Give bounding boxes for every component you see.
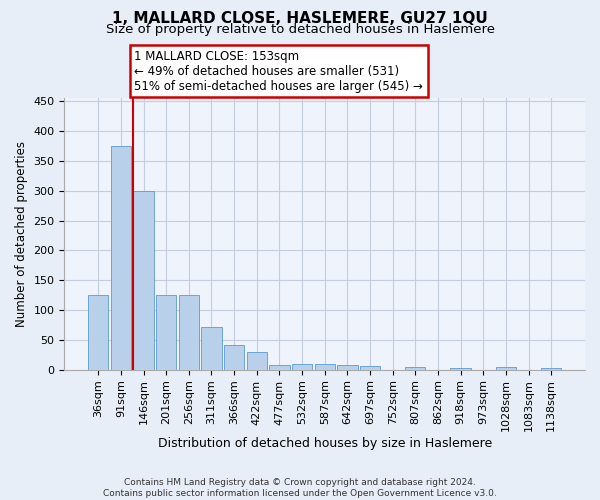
Text: 1, MALLARD CLOSE, HASLEMERE, GU27 1QU: 1, MALLARD CLOSE, HASLEMERE, GU27 1QU xyxy=(112,11,488,26)
Bar xyxy=(133,190,154,370)
Bar xyxy=(314,364,335,370)
Y-axis label: Number of detached properties: Number of detached properties xyxy=(15,141,28,327)
Bar xyxy=(247,352,267,370)
Bar xyxy=(224,344,244,370)
Bar xyxy=(337,365,358,370)
X-axis label: Distribution of detached houses by size in Haslemere: Distribution of detached houses by size … xyxy=(158,437,492,450)
Text: 1 MALLARD CLOSE: 153sqm
← 49% of detached houses are smaller (531)
51% of semi-d: 1 MALLARD CLOSE: 153sqm ← 49% of detache… xyxy=(134,50,424,93)
Bar xyxy=(292,364,312,370)
Bar xyxy=(111,146,131,370)
Bar xyxy=(541,368,562,370)
Bar xyxy=(360,366,380,370)
Bar xyxy=(451,368,471,370)
Bar xyxy=(156,295,176,370)
Text: Contains HM Land Registry data © Crown copyright and database right 2024.
Contai: Contains HM Land Registry data © Crown c… xyxy=(103,478,497,498)
Bar xyxy=(269,365,290,370)
Bar xyxy=(179,295,199,370)
Bar xyxy=(88,295,109,370)
Bar xyxy=(201,327,221,370)
Bar xyxy=(405,368,425,370)
Text: Size of property relative to detached houses in Haslemere: Size of property relative to detached ho… xyxy=(106,22,494,36)
Bar xyxy=(496,368,516,370)
